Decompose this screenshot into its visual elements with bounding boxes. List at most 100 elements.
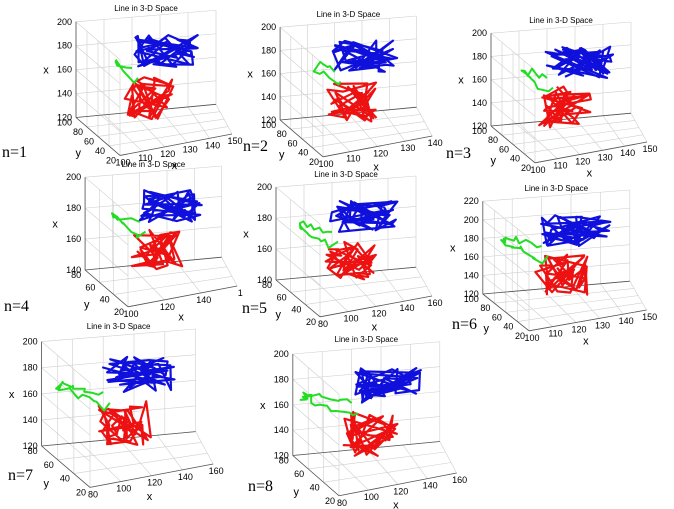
x-tick-label: 140 (620, 148, 635, 158)
y-tick-label: 80 (28, 446, 38, 456)
z-tick-label: 180 (257, 213, 272, 223)
domain-a-trace (138, 189, 203, 223)
y-tick-label: 100 (57, 118, 72, 128)
z-tick-label: 180 (464, 233, 479, 243)
x-tick-label: 110 (553, 161, 567, 171)
z-tick-label: 180 (261, 45, 276, 55)
z-tick-label: 180 (274, 374, 289, 384)
y-axis-label: y (75, 147, 81, 159)
x-tick-label: 1 (238, 288, 243, 298)
x-tick-label: 100 (115, 157, 130, 167)
x-tick-label: 110 (548, 329, 562, 339)
domain-a-trace (540, 214, 612, 248)
y-tick-label: 20 (515, 331, 525, 341)
z-axis-label: x (450, 243, 456, 255)
domain-a-trace (354, 367, 422, 404)
z-tick-label: 120 (464, 289, 479, 299)
z-tick-label: 180 (23, 363, 38, 373)
panel-title: Line in 3-D Space (114, 4, 178, 13)
x-tick-label: 130 (400, 143, 415, 153)
y-tick-label: 40 (95, 146, 105, 156)
x-tick-label: 140 (619, 316, 634, 326)
panel-7: Line in 3-D Space 120 140 160 180 200 x 80 60 40 2… (9, 322, 224, 503)
y-tick-label: 60 (277, 292, 287, 302)
panel-n-label: n=2 (243, 138, 269, 155)
y-tick-label: 40 (100, 295, 110, 305)
panel-n-label: n=6 (452, 316, 478, 333)
domain-b-trace (324, 240, 377, 281)
z-tick-label: 160 (257, 244, 272, 254)
linker-trace (55, 380, 111, 412)
panel-1: Line in 3-D Space120140160180200x1008060… (43, 4, 242, 172)
panel-5: Line in 3-D Space 140 160 180 200 x 80 60 40 20 y 8… (243, 170, 442, 333)
linker-trace (114, 59, 139, 84)
domain-a-trace (102, 355, 176, 393)
x-tick-label: 80 (318, 319, 328, 329)
x-tick-label: 140 (399, 303, 414, 313)
x-tick-label: 120 (371, 308, 386, 318)
y-tick-label: 60 (85, 282, 95, 292)
panel-n-label: n=3 (446, 145, 472, 162)
z-tick-label: 140 (23, 415, 38, 425)
z-tick-label: 180 (66, 203, 81, 213)
z-tick-label: 200 (274, 349, 289, 359)
z-tick-label: 140 (66, 265, 81, 275)
panel-title: Line in 3-D Space (529, 16, 593, 25)
y-tick-label: 100 (464, 294, 479, 304)
y-tick-label: 20 (306, 317, 316, 327)
x-axis-label: x (147, 491, 153, 503)
x-axis-label: x (372, 321, 378, 333)
x-tick-label: 80 (337, 498, 347, 508)
x-tick-label: 120 (373, 148, 388, 158)
y-tick-label: 80 (480, 303, 490, 313)
z-tick-label: 200 (66, 172, 81, 182)
panel-6: Line in 3-D Space120140160180200220x1008… (450, 184, 657, 347)
z-axis-label: x (43, 65, 49, 77)
z-tick-label: 140 (57, 89, 72, 99)
panel-title: Line in 3-D Space (122, 160, 186, 169)
panel-title: Line in 3-D Space (314, 170, 378, 179)
y-tick-label: 60 (288, 138, 298, 148)
linker-trace (312, 60, 342, 86)
linker-trace (111, 212, 147, 239)
y-tick-label: 80 (262, 280, 272, 290)
domain-b-trace (130, 228, 184, 271)
y-axis-label: y (43, 478, 49, 490)
x-tick-label: 100 (364, 492, 379, 502)
domain-b-trace (534, 253, 589, 296)
z-tick-label: 120 (274, 451, 289, 461)
x-tick-label: 100 (318, 159, 333, 169)
x-axis-label: x (172, 160, 178, 172)
y-tick-label: 80 (279, 456, 289, 466)
y-tick-label: 40 (298, 148, 308, 158)
panel-n-label: n=1 (2, 144, 28, 161)
z-tick-label: 200 (464, 215, 479, 225)
z-tick-label: 200 (23, 337, 38, 347)
x-tick-label: 120 (147, 478, 162, 488)
x-tick-label: 100 (343, 314, 358, 324)
panel-3: Line in 3-D Space120140160180200x1008060… (458, 16, 657, 179)
z-tick-label: 160 (57, 65, 72, 75)
y-axis-label: y (490, 155, 496, 167)
y-tick-label: 20 (114, 307, 124, 317)
x-tick-label: 160 (452, 475, 467, 485)
z-tick-label: 200 (472, 28, 487, 38)
x-tick-label: 130 (183, 145, 198, 155)
x-tick-label: 120 (572, 324, 587, 334)
y-tick-label: 100 (472, 126, 487, 136)
domain-a-trace (133, 34, 199, 68)
z-tick-label: 160 (261, 69, 276, 79)
x-tick-label: 140 (428, 138, 443, 148)
y-tick-label: 80 (277, 129, 287, 139)
z-tick-label: 160 (274, 400, 289, 410)
y-axis-label: y (84, 299, 90, 311)
z-tick-label: 140 (274, 425, 289, 435)
y-tick-label: 40 (510, 154, 520, 164)
z-tick-label: 120 (23, 441, 38, 451)
y-tick-label: 40 (310, 482, 320, 492)
x-tick-label: 150 (227, 136, 242, 146)
z-tick-label: 140 (472, 98, 487, 108)
x-tick-label: 120 (160, 149, 175, 159)
z-tick-label: 160 (472, 75, 487, 85)
